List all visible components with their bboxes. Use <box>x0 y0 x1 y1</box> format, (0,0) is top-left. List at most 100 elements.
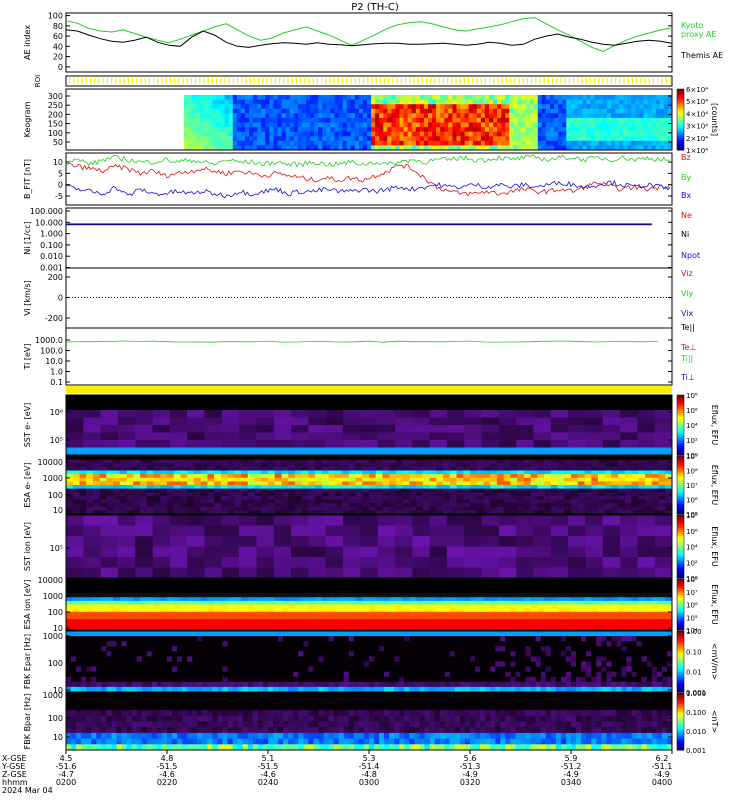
keogram-cell <box>330 117 335 123</box>
spectrogram-cell <box>429 626 437 631</box>
spectrogram-cell <box>152 432 171 441</box>
keogram-cell <box>663 99 669 105</box>
roi-flag <box>669 78 671 84</box>
spectrogram-cell <box>463 619 471 624</box>
keogram-cell <box>314 127 319 133</box>
spectrogram-cell <box>577 499 585 504</box>
colorbar-cell <box>677 125 684 129</box>
spectrogram-cell <box>409 506 417 511</box>
keogram-cell <box>391 131 396 137</box>
spectrogram-cell <box>496 582 504 587</box>
keogram-cell <box>667 99 673 105</box>
colorbar-cell <box>677 529 684 533</box>
spectrogram-cell <box>537 593 545 598</box>
spectrogram-cell <box>66 611 74 616</box>
spectrogram-cell <box>464 432 482 441</box>
spectrogram-cell <box>510 485 518 489</box>
spectrogram-cell <box>117 447 136 456</box>
keogram-cell <box>314 104 319 110</box>
keogram-cell <box>643 122 648 128</box>
spectrogram-cell <box>604 481 612 486</box>
spectrogram-cell <box>436 499 444 504</box>
spectrogram-cell <box>568 536 586 547</box>
keogram-cell <box>407 136 413 142</box>
spectrogram-cell <box>241 615 249 620</box>
keogram-cell <box>428 122 433 128</box>
keogram-cell <box>456 104 461 110</box>
spectrogram-cell <box>476 488 484 493</box>
spectrogram-cell <box>382 579 390 583</box>
spectrogram-cell <box>193 622 201 627</box>
spectrogram-cell <box>281 503 289 508</box>
spectrogram-cell <box>429 622 437 627</box>
spectrogram-cell <box>476 615 484 620</box>
spectrogram-cell <box>288 463 296 468</box>
keogram-cell <box>497 140 502 146</box>
spectrogram-cell <box>604 466 612 471</box>
spectrogram-cell <box>140 510 148 515</box>
spectrogram-cell <box>516 557 534 568</box>
y-tick-label: 100 <box>48 129 63 138</box>
keogram-cell <box>273 108 278 114</box>
spectrogram-cell <box>227 456 235 460</box>
keogram-cell <box>367 104 372 110</box>
spectrogram-cell <box>470 586 478 591</box>
keogram-cell <box>562 104 567 110</box>
spectrogram-cell <box>160 495 168 500</box>
spectrogram-cell <box>584 597 592 602</box>
keogram-cell <box>346 140 352 146</box>
spectrogram-cell <box>348 463 356 468</box>
spectrogram-cell <box>584 579 592 583</box>
spectrogram-cell <box>395 600 403 605</box>
spectrogram-cell <box>550 477 558 482</box>
keogram-cell <box>619 113 624 119</box>
spectrogram-cell <box>429 440 448 448</box>
spectrogram-cell <box>187 611 195 616</box>
keogram-cell <box>379 131 384 137</box>
keogram-cell <box>493 108 498 114</box>
keogram-cell <box>318 140 323 146</box>
spectrogram-cell <box>119 459 127 464</box>
spectrogram-cell <box>342 463 350 468</box>
spectrogram-cell <box>517 597 525 602</box>
spectrogram-cell <box>140 604 148 609</box>
keogram-cell <box>310 131 315 137</box>
roi-flag <box>132 78 134 84</box>
spectrogram-cell <box>611 456 619 460</box>
keogram-cell <box>236 95 242 100</box>
keogram-cell <box>480 140 486 146</box>
spectrogram-cell <box>463 488 471 493</box>
keogram-cell <box>338 117 343 123</box>
spectrogram-cell <box>355 456 363 460</box>
keogram-cell <box>358 122 364 128</box>
keogram-cell <box>208 99 213 105</box>
spectrogram-cell <box>321 477 329 482</box>
spectrogram-cell <box>355 488 363 493</box>
spectrogram-cell <box>443 495 451 500</box>
spectrogram-cell <box>597 456 605 460</box>
keogram-cell <box>440 140 445 146</box>
spectrogram-cell <box>234 488 242 493</box>
sst_e-panel <box>65 394 673 456</box>
spectrogram-cell <box>429 410 448 418</box>
spectrogram-cell <box>261 582 269 587</box>
keogram-cell <box>582 104 587 110</box>
spectrogram-cell <box>503 579 511 583</box>
keogram-cell <box>265 108 270 114</box>
keogram-cell <box>558 136 563 142</box>
spectrogram-cell <box>268 492 276 497</box>
spectrogram-cell <box>325 536 344 547</box>
spectrogram-cell <box>443 619 451 624</box>
spectrogram-cell <box>281 466 289 471</box>
spectrogram-cell <box>241 488 249 493</box>
roi-flag <box>304 78 306 84</box>
keogram-cell <box>208 108 213 114</box>
roi-flag <box>451 78 453 84</box>
colorbar-cell <box>677 105 684 108</box>
spectrogram-cell <box>321 481 329 486</box>
spectrogram-cell <box>221 432 240 441</box>
keogram-cell <box>346 122 352 128</box>
spectrogram-cell <box>254 608 262 613</box>
spectrogram-cell <box>533 546 552 558</box>
spectrogram-cell <box>476 492 484 497</box>
